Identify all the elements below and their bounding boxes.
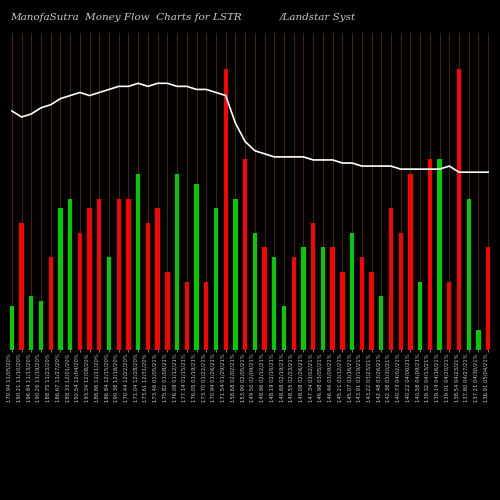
Bar: [58, 208, 62, 350]
Bar: [204, 282, 208, 350]
Bar: [292, 257, 296, 350]
Bar: [379, 296, 384, 350]
Bar: [340, 272, 344, 350]
Bar: [243, 160, 248, 350]
Bar: [311, 223, 316, 350]
Bar: [262, 248, 267, 350]
Bar: [194, 184, 198, 350]
Bar: [29, 296, 34, 350]
Bar: [10, 306, 14, 350]
Bar: [20, 223, 24, 350]
Bar: [146, 223, 150, 350]
Bar: [224, 69, 228, 350]
Bar: [360, 257, 364, 350]
Bar: [175, 174, 180, 350]
Bar: [476, 330, 480, 350]
Text: ManofaSutra  Money Flow  Charts for LSTR: ManofaSutra Money Flow Charts for LSTR: [10, 12, 242, 22]
Bar: [97, 198, 102, 350]
Bar: [466, 198, 471, 350]
Bar: [78, 233, 82, 350]
Bar: [107, 257, 111, 350]
Bar: [68, 198, 72, 350]
Bar: [233, 198, 237, 350]
Bar: [438, 160, 442, 350]
Bar: [457, 69, 461, 350]
Bar: [116, 198, 121, 350]
Bar: [214, 208, 218, 350]
Bar: [350, 233, 354, 350]
Bar: [418, 282, 422, 350]
Bar: [398, 233, 403, 350]
Bar: [428, 160, 432, 350]
Bar: [126, 198, 130, 350]
Bar: [447, 282, 452, 350]
Bar: [39, 301, 43, 350]
Bar: [320, 248, 325, 350]
Bar: [272, 257, 276, 350]
Bar: [48, 257, 53, 350]
Bar: [330, 248, 335, 350]
Bar: [389, 208, 393, 350]
Bar: [486, 248, 490, 350]
Bar: [156, 208, 160, 350]
Bar: [165, 272, 170, 350]
Bar: [184, 282, 189, 350]
Bar: [282, 306, 286, 350]
Bar: [252, 233, 257, 350]
Bar: [302, 248, 306, 350]
Bar: [136, 174, 140, 350]
Text: /Landstar Syst: /Landstar Syst: [280, 12, 356, 22]
Bar: [408, 174, 412, 350]
Bar: [88, 208, 92, 350]
Bar: [370, 272, 374, 350]
